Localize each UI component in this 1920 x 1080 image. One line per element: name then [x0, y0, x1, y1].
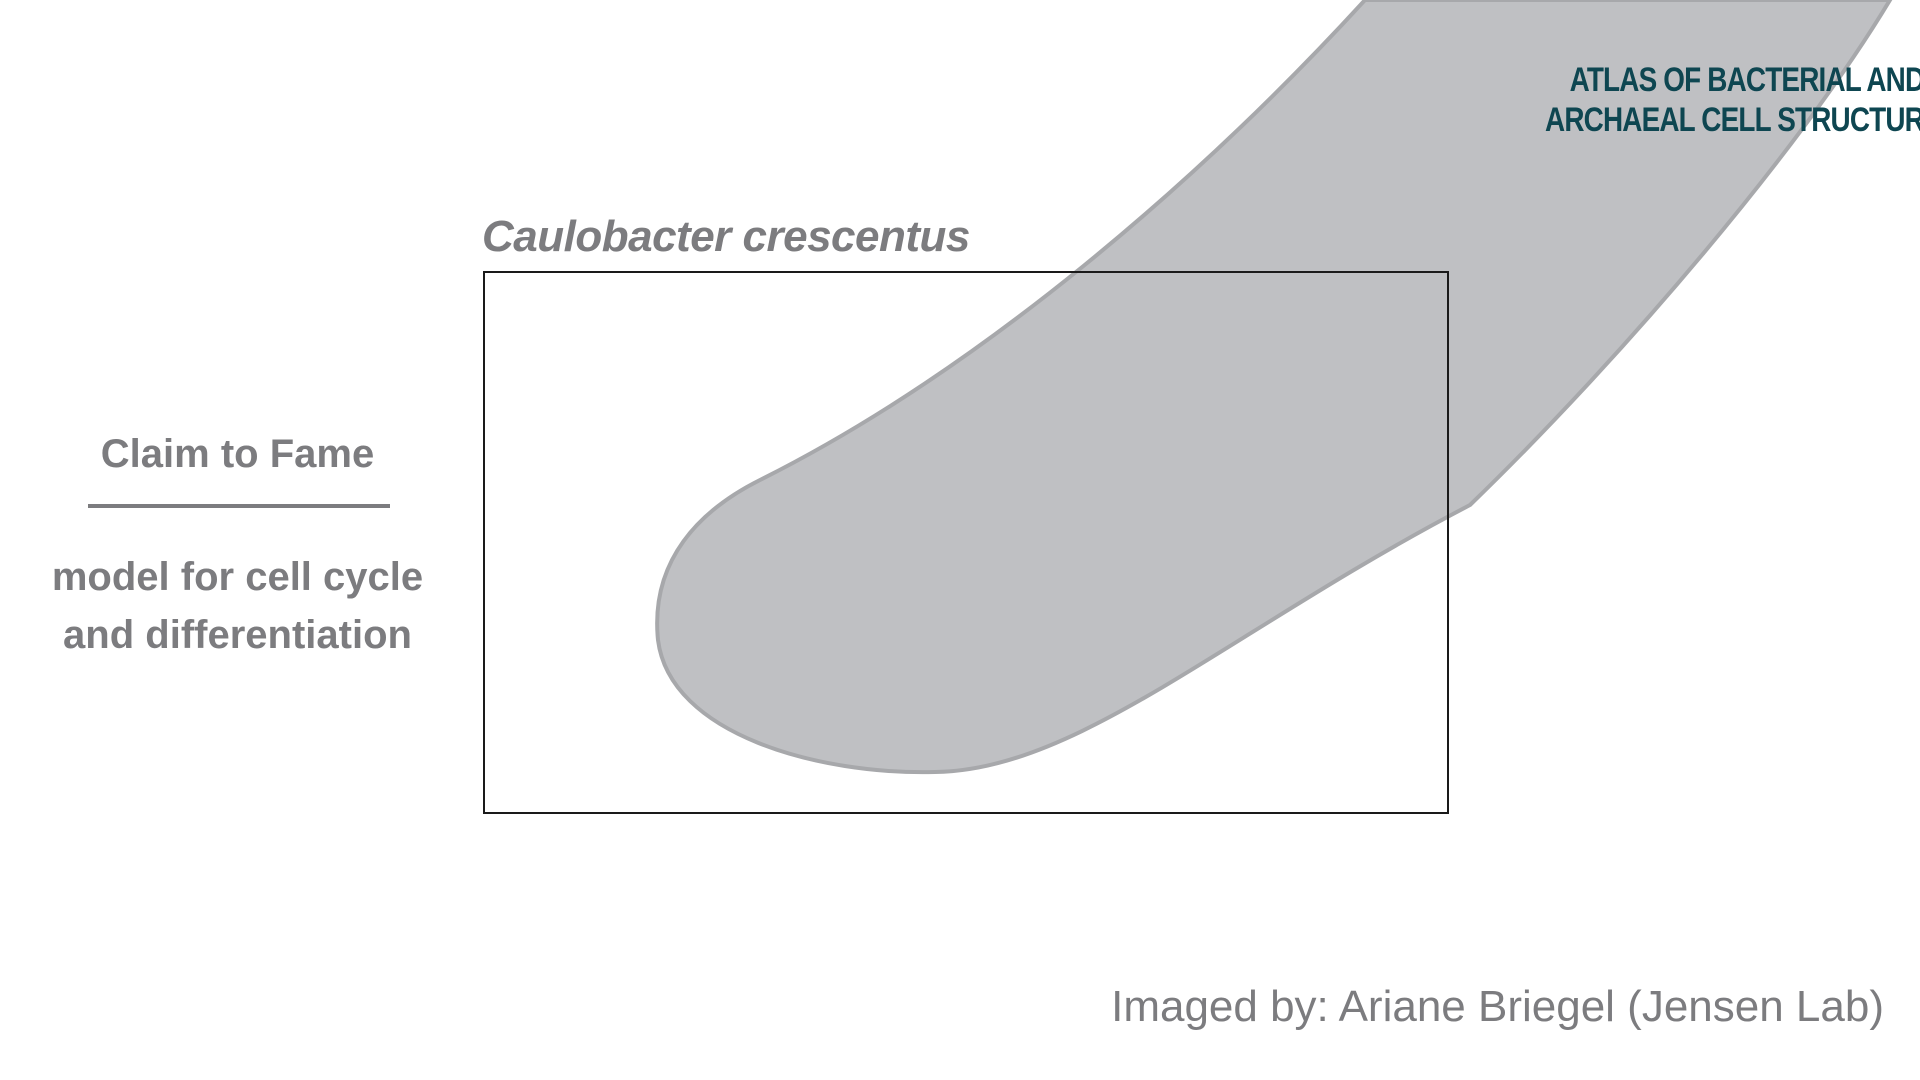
- image-frame: [483, 271, 1449, 814]
- atlas-logo: Atlas of Bacterial and Archaeal Cell Str…: [1545, 60, 1920, 140]
- species-title: Caulobacter crescentus: [482, 212, 970, 261]
- crescent-cell-shape: [655, 0, 1893, 775]
- claim-text-line-2: and differentiation: [63, 613, 412, 657]
- claim-divider: [88, 504, 390, 508]
- claim-text-line-1: model for cell cycle: [51, 555, 424, 599]
- claim-description: model for cell cycle and differentiation: [30, 548, 445, 664]
- image-credit: Imaged by: Ariane Briegel (Jensen Lab): [1111, 982, 1884, 1031]
- logo-line-2: Archaeal Cell Structure: [1545, 101, 1920, 139]
- logo-line-1: Atlas of Bacterial and: [1569, 61, 1920, 99]
- claim-heading: Claim to Fame: [100, 432, 375, 476]
